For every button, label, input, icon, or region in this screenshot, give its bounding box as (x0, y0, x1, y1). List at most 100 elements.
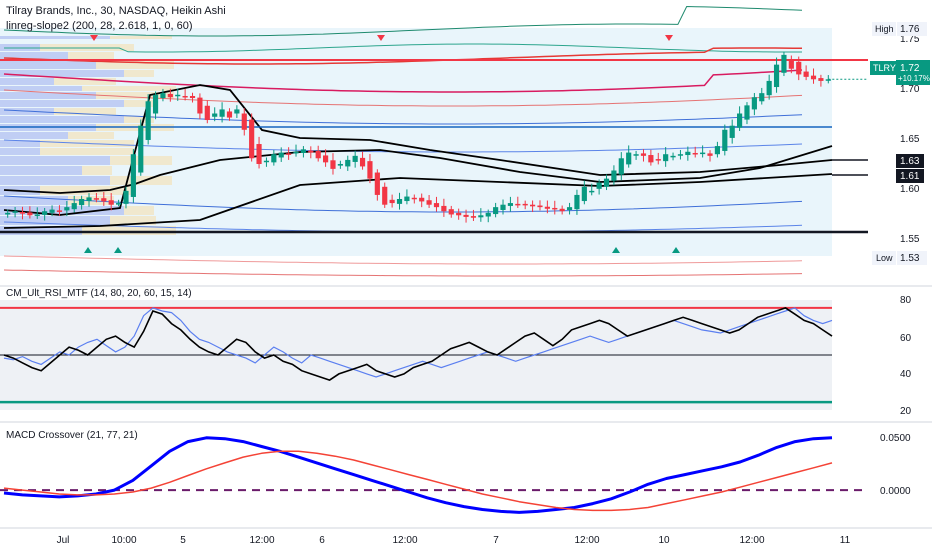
level-b: 1.61 (900, 171, 920, 182)
candle-body (374, 172, 380, 195)
candle-body (71, 203, 77, 210)
candle-body (286, 153, 292, 155)
candle-body (86, 197, 92, 202)
candle-body (278, 152, 284, 158)
time-label-7: 7 (493, 535, 499, 546)
volume-profile-bar (82, 226, 176, 235)
candle-body (130, 154, 136, 197)
candle-body (382, 186, 388, 205)
candle-body (485, 212, 491, 217)
candle-body (182, 95, 188, 98)
candle-body (123, 190, 129, 204)
volume-profile-bar (0, 78, 54, 85)
low-value: 1.53 (900, 253, 920, 264)
buy-signal-marker (84, 247, 92, 253)
rsi-tick-20: 20 (900, 406, 912, 417)
volume-profile-bar (110, 36, 172, 39)
lower-red-band (3, 269, 803, 277)
candle-body (145, 101, 151, 140)
rsi-slow-line (3, 307, 833, 381)
low-label: Low (876, 253, 893, 263)
buy-signal-marker (672, 247, 680, 253)
macd-line (3, 436, 833, 514)
buy-signal-marker (114, 247, 122, 253)
volume-profile-bar (0, 148, 40, 155)
volume-profile-bar (0, 132, 68, 139)
candle-body (692, 152, 698, 155)
candle-body (544, 206, 550, 209)
candle-body (803, 71, 809, 77)
volume-profile-bar (0, 196, 68, 205)
volume-profile-bar (54, 78, 116, 85)
candle-body (389, 199, 395, 204)
time-label-6: 12:00 (392, 535, 417, 546)
level-tag-b (896, 169, 924, 183)
time-label-2: 10:00 (111, 535, 136, 546)
price-tick-2: 1.70 (900, 84, 920, 95)
candle-body (470, 216, 477, 218)
candle-body (101, 198, 107, 202)
current-change: +10.17% (898, 74, 930, 83)
time-label-11: 11 (840, 535, 851, 546)
candle-body (19, 212, 26, 214)
macd-tick-zero: 0.0000 (880, 486, 911, 497)
candle-body (456, 212, 462, 216)
sell-signal-marker (90, 35, 98, 41)
candle-body (308, 150, 314, 153)
candle-body (49, 209, 55, 213)
envelope-line (4, 43, 802, 53)
candle-body (810, 75, 817, 80)
volume-profile-bar (96, 60, 174, 69)
candle-body (12, 211, 18, 213)
time-label-8: 12:00 (574, 535, 599, 546)
candle-body (27, 212, 33, 216)
buy-signal-marker (612, 247, 620, 253)
upper-envelope-line (3, 5, 803, 37)
candle-body (530, 204, 536, 207)
candle-body (729, 125, 735, 138)
candle-body (411, 197, 417, 200)
blue-band (3, 195, 803, 213)
regression-line (3, 173, 833, 229)
candle-body (478, 215, 484, 218)
blue-band (3, 109, 803, 125)
sell-signal-marker (377, 35, 385, 41)
volume-profile-bar (0, 156, 110, 165)
time-label-5: 6 (319, 535, 325, 546)
candle-body (330, 160, 336, 169)
time-label-9: 10 (658, 535, 670, 546)
candle-body (626, 152, 632, 165)
candle-body (241, 113, 247, 130)
regression-line (3, 84, 833, 216)
candle-body (566, 207, 573, 210)
red-band (3, 69, 803, 93)
price-tick-5: 1.55 (900, 234, 920, 245)
candle-body (537, 205, 543, 208)
time-label-1: Jul (57, 535, 70, 546)
candle-body (677, 154, 684, 156)
candle-body (367, 161, 373, 179)
price-tick-1: 1.75 (900, 34, 920, 45)
volume-profile-bar (110, 176, 172, 185)
candle-body (618, 158, 624, 175)
candle-body (138, 125, 144, 173)
volume-profile-bar (0, 100, 124, 107)
volume-profile-bar (40, 148, 134, 155)
lower-red-band (3, 255, 803, 265)
candle-body (189, 95, 196, 99)
volume-profile-bar (0, 176, 110, 185)
regression-channels (0, 5, 868, 277)
low-tag (872, 251, 896, 265)
candle-body (818, 78, 824, 81)
macd-panel (0, 436, 868, 514)
time-label-10: 12:00 (739, 535, 764, 546)
candle-body (589, 190, 595, 193)
time-label-4: 12:00 (249, 535, 274, 546)
rsi-fast-line (3, 307, 833, 378)
candle-body (315, 150, 321, 159)
macd-tick-high: 0.0500 (880, 433, 911, 444)
candle-body (345, 159, 351, 167)
heikin-ashi-candles (5, 51, 868, 223)
high-tag (872, 22, 896, 36)
